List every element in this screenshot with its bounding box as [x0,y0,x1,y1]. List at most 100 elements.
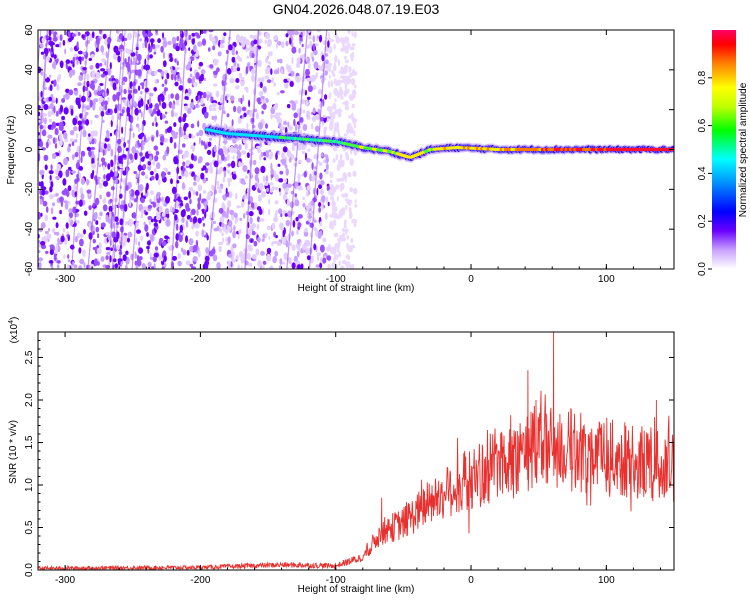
noise-speckle [52,36,58,42]
noise-speckle [154,246,159,251]
noise-speckle [71,189,75,197]
noise-speckle [330,196,334,200]
noise-speckle [303,231,309,237]
noise-speckle [171,103,176,110]
noise-speckle [343,148,346,152]
noise-speckle [266,187,269,192]
noise-speckle [103,143,107,149]
noise-speckle [219,216,225,223]
noise-speckle [225,187,228,194]
noise-speckle [210,211,215,219]
noise-speckle [207,141,212,147]
noise-speckle [271,77,274,84]
noise-speckle [71,33,77,37]
noise-speckle [158,255,162,261]
noise-speckle [279,265,282,269]
noise-speckle [307,30,311,33]
noise-speckle [307,202,310,211]
noise-speckle [95,220,99,225]
noise-speckle [228,44,233,51]
noise-speckle [185,64,191,71]
noise-speckle [183,30,189,38]
noise-speckle [107,108,111,114]
noise-speckle [128,218,133,227]
snr-panel: -300 -200 -100 0 100 0.0 0.5 1.0 1.5 2.0 2.5 Heigh… [8,317,675,595]
noise-speckle [69,70,73,78]
noise-speckle [115,224,120,229]
noise-speckle [259,218,265,222]
noise-speckle [43,54,46,60]
noise-speckle [310,200,314,206]
noise-speckle [216,185,222,190]
noise-speckle [112,204,117,209]
noise-speckle [277,163,281,167]
noise-speckle [57,237,60,244]
noise-speckle [59,209,62,215]
noise-speckle [227,200,232,208]
noise-speckle [66,234,69,238]
noise-speckle [50,181,54,188]
noise-speckle [181,217,185,224]
noise-speckle [266,79,272,84]
noise-speckle [116,124,119,132]
noise-speckle [169,136,173,144]
noise-speckle [94,197,100,206]
noise-speckle [153,87,157,92]
noise-speckle [48,96,52,102]
y-tick-label: -40 [24,222,35,237]
noise-speckle [119,185,122,189]
noise-speckle [268,198,271,205]
noise-speckle [115,221,120,226]
noise-speckle [255,145,261,149]
noise-speckle [270,113,273,120]
noise-speckle [202,208,205,215]
noise-speckle [91,31,95,39]
noise-speckle [107,36,112,45]
colorbar-tick-label: 0.6 [697,118,708,132]
noise-speckle [317,64,321,70]
noise-speckle [59,196,64,203]
noise-speckle [127,161,131,165]
noise-speckle [287,121,290,128]
noise-speckle [279,170,284,175]
noise-speckle [49,103,54,109]
noise-speckle [321,121,325,126]
noise-speckle [229,266,233,269]
noise-speckle [176,179,180,184]
noise-speckle [76,41,79,50]
noise-speckle [318,34,323,43]
noise-speckle [126,99,130,108]
noise-speckle [333,43,336,50]
noise-speckle [43,154,49,162]
noise-speckle [232,155,235,160]
noise-speckle [85,111,89,116]
noise-speckle [170,93,174,99]
noise-speckle [107,96,110,103]
noise-speckle [154,71,158,76]
noise-speckle [135,264,139,269]
noise-speckle [43,81,47,88]
y-tick-label: 0.0 [24,563,35,577]
noise-speckle [348,115,352,119]
noise-speckle [201,38,207,46]
noise-speckle [338,210,341,217]
noise-speckle [156,215,161,221]
noise-speckle [89,263,95,269]
noise-speckle [229,77,235,84]
y-tick-label: 2.5 [24,350,35,364]
noise-speckle [155,150,160,156]
noise-speckle [337,245,340,252]
noise-speckle [317,88,323,95]
noise-speckle [319,262,323,269]
noise-speckle [198,77,201,82]
noise-speckle [165,219,171,227]
noise-speckle [227,36,232,41]
noise-speckle [327,80,331,88]
noise-speckle [262,175,266,183]
noise-speckle [85,40,88,48]
noise-speckle [136,178,140,184]
noise-speckle [120,265,123,269]
noise-speckle [345,261,351,268]
noise-speckle [324,212,328,221]
noise-speckle [167,171,171,175]
